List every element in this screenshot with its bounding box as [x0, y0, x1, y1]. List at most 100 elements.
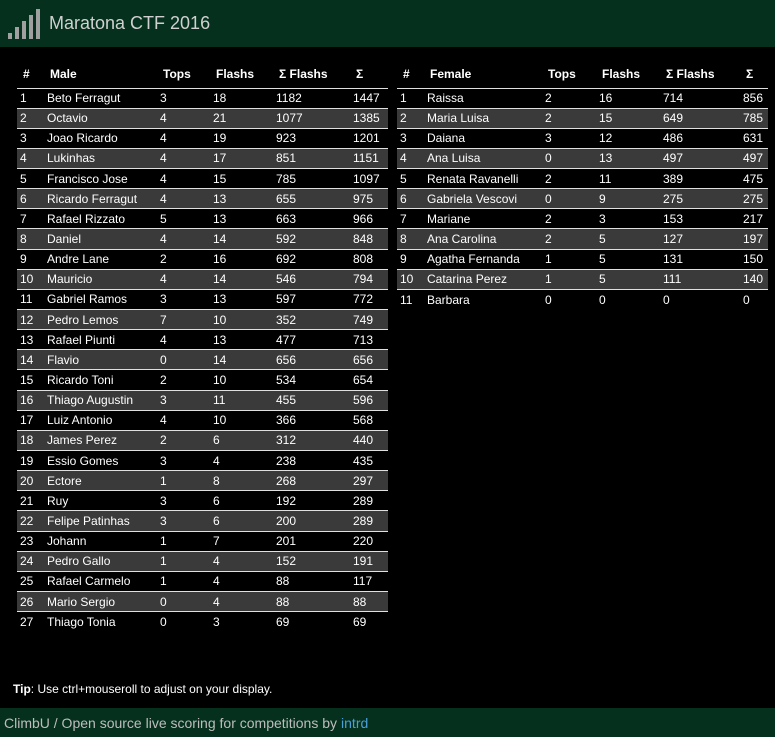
female-cell-sum-flashs: 389 [663, 171, 684, 186]
female-cell-sum-flashs: 131 [663, 252, 684, 267]
male-cell-rank: 21 [20, 493, 34, 508]
male-cell-total: 289 [353, 493, 374, 508]
male-table-row: 21 Ruy 3 6 192 289 [17, 490, 388, 511]
male-cell-rank: 27 [20, 614, 34, 629]
female-cell-name: Catarina Perez [427, 272, 508, 287]
male-cell-total: 966 [353, 211, 374, 226]
male-cell-sum-flashs: 88 [276, 574, 290, 589]
male-cell-tops: 4 [160, 232, 167, 247]
male-cell-total: 289 [353, 514, 374, 529]
male-cell-rank: 1 [20, 91, 27, 106]
male-cell-rank: 3 [20, 131, 27, 146]
male-cell-rank: 5 [20, 171, 27, 186]
male-table-row: 7 Rafael Rizzato 5 13 663 966 [17, 208, 388, 229]
male-cell-flashs: 21 [213, 111, 227, 126]
male-cell-flashs: 8 [213, 473, 220, 488]
male-cell-tops: 4 [160, 272, 167, 287]
male-cell-tops: 5 [160, 211, 167, 226]
male-cell-sum-flashs: 201 [276, 534, 297, 549]
female-cell-rank: 4 [400, 151, 407, 166]
male-cell-flashs: 6 [213, 514, 220, 529]
female-cell-tops: 2 [545, 91, 552, 106]
male-col-header-name: Male [50, 66, 77, 81]
female-table-row: 1 Raissa 2 16 714 856 [397, 88, 768, 109]
tip-text: Tip: Use ctrl+mouseroll to adjust on you… [13, 682, 272, 696]
male-cell-sum-flashs: 785 [276, 171, 297, 186]
male-cell-tops: 2 [160, 433, 167, 448]
tip-message: : Use ctrl+mouseroll to adjust on your d… [30, 682, 273, 696]
intrd-link[interactable]: intrd [341, 714, 369, 731]
male-ranking-table: # Male Tops Flashs Σ Flashs Σ 1 Beto Ferragut 3… [17, 60, 388, 632]
male-cell-tops: 4 [160, 413, 167, 428]
male-cell-sum-flashs: 69 [276, 614, 290, 629]
male-cell-sum-flashs: 455 [276, 393, 297, 408]
female-cell-sum-flashs: 486 [663, 131, 684, 146]
male-cell-flashs: 13 [213, 332, 227, 347]
male-cell-name: Francisco Jose [47, 171, 128, 186]
male-table-row: 20 Ectore 1 8 268 297 [17, 470, 388, 491]
male-cell-name: Andre Lane [47, 252, 110, 267]
male-cell-flashs: 18 [213, 91, 227, 106]
male-cell-flashs: 6 [213, 433, 220, 448]
female-cell-flashs: 0 [599, 292, 606, 307]
male-cell-rank: 20 [20, 473, 34, 488]
female-cell-tops: 2 [545, 232, 552, 247]
male-table-row: 6 Ricardo Ferragut 4 13 655 975 [17, 188, 388, 209]
male-cell-total: 1151 [353, 151, 379, 166]
male-cell-tops: 0 [160, 352, 167, 367]
male-cell-flashs: 4 [213, 453, 220, 468]
female-col-header-name: Female [430, 66, 472, 81]
male-cell-name: Pedro Lemos [47, 312, 119, 327]
male-cell-name: Felipe Patinhas [47, 514, 130, 529]
male-cell-name: Lukinhas [47, 151, 96, 166]
male-table-row: 18 James Perez 2 6 312 440 [17, 430, 388, 451]
female-cell-tops: 2 [545, 171, 552, 186]
male-table-row: 23 Johann 1 7 201 220 [17, 531, 388, 552]
female-cell-rank: 11 [400, 292, 413, 307]
male-cell-tops: 3 [160, 91, 167, 106]
footer: ClimbU / Open source live scoring for co… [0, 708, 775, 737]
male-cell-name: Thiago Augustin [47, 393, 134, 408]
female-cell-total: 785 [743, 111, 764, 126]
male-cell-name: Rafael Carmelo [47, 574, 131, 589]
male-cell-sum-flashs: 312 [276, 433, 297, 448]
male-cell-name: Ectore [47, 473, 82, 488]
female-cell-sum-flashs: 275 [663, 191, 684, 206]
male-cell-name: Luiz Antonio [47, 413, 113, 428]
female-cell-flashs: 5 [599, 252, 606, 267]
male-cell-rank: 7 [20, 211, 27, 226]
male-table-row: 16 Thiago Augustin 3 11 455 596 [17, 390, 388, 411]
female-cell-total: 856 [743, 91, 764, 106]
male-cell-name: Gabriel Ramos [47, 292, 128, 307]
female-cell-rank: 8 [400, 232, 407, 247]
male-cell-name: Ricardo Ferragut [47, 191, 138, 206]
male-col-header-flashs: Flashs [216, 66, 255, 81]
female-cell-name: Barbara [427, 292, 470, 307]
female-cell-flashs: 15 [599, 111, 613, 126]
male-cell-tops: 4 [160, 151, 167, 166]
male-cell-name: Octavio [47, 111, 88, 126]
male-cell-total: 88 [353, 594, 367, 609]
female-cell-rank: 9 [400, 252, 407, 267]
male-table-row: 11 Gabriel Ramos 3 13 597 772 [17, 289, 388, 310]
male-cell-name: Essio Gomes [47, 453, 119, 468]
male-cell-sum-flashs: 1182 [276, 91, 302, 106]
male-cell-rank: 11 [20, 292, 33, 307]
female-cell-flashs: 3 [599, 211, 606, 226]
male-cell-tops: 3 [160, 393, 167, 408]
female-cell-total: 475 [743, 171, 764, 186]
female-table-row: 4 Ana Luisa 0 13 497 497 [397, 148, 768, 169]
female-cell-tops: 2 [545, 111, 552, 126]
male-table-row: 25 Rafael Carmelo 1 4 88 117 [17, 571, 388, 592]
male-cell-name: Thiago Tonia [47, 614, 116, 629]
male-col-header-sum-flashs: Σ Flashs [279, 66, 328, 81]
male-col-header-total: Σ [356, 66, 364, 81]
male-cell-rank: 17 [20, 413, 34, 428]
male-table-header: # Male Tops Flashs Σ Flashs Σ [17, 60, 388, 88]
male-cell-sum-flashs: 597 [276, 292, 297, 307]
male-cell-flashs: 13 [213, 211, 227, 226]
male-cell-total: 848 [353, 232, 374, 247]
female-cell-tops: 0 [545, 292, 552, 307]
male-cell-sum-flashs: 656 [276, 352, 297, 367]
male-cell-tops: 4 [160, 111, 167, 126]
